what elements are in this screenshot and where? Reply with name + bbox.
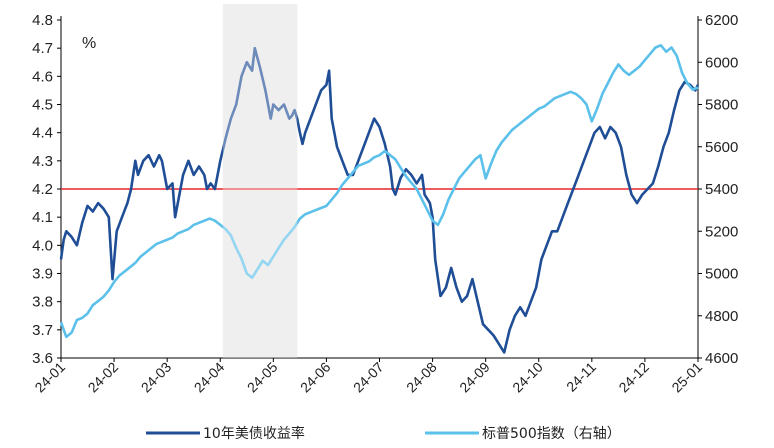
- left-tick-label: 3.8: [32, 294, 53, 311]
- right-tick-label: 5800: [705, 97, 738, 114]
- x-tick-label: 24-07: [350, 359, 387, 396]
- left-tick-label: 3.6: [32, 350, 53, 367]
- left-tick-label: 4.5: [32, 97, 53, 114]
- right-tick-label: 5200: [705, 223, 738, 240]
- x-tick-label: 24-10: [509, 359, 546, 396]
- left-tick-label: 4.8: [32, 12, 53, 29]
- x-tick-label: 24-12: [615, 359, 652, 396]
- right-tick-label: 4800: [705, 308, 738, 325]
- legend: 10年美债收益率 标普500指数（右轴）: [146, 425, 621, 442]
- left-tick-label: 4.0: [32, 237, 53, 254]
- series-line-sp500: [59, 44, 699, 339]
- right-tick-label: 4600: [705, 350, 738, 367]
- x-tick-label: 24-03: [138, 359, 175, 396]
- x-tick-label: 24-02: [85, 359, 122, 396]
- legend-label-sp500: 标普500指数（右轴）: [482, 426, 621, 442]
- axes-layer: [57, 16, 702, 362]
- left-tick-label: 3.7: [32, 322, 53, 339]
- shaded-period-overlay: [222, 4, 298, 358]
- left-tick-label: 4.2: [32, 181, 53, 198]
- x-tick-label: 24-06: [297, 359, 334, 396]
- right-tick-label: 6200: [705, 12, 738, 29]
- right-tick-label: 5400: [705, 181, 738, 198]
- left-tick-label: 4.1: [32, 209, 53, 226]
- left-unit-label: %: [82, 35, 96, 52]
- series-layer: [59, 4, 700, 358]
- left-tick-label: 4.7: [32, 40, 53, 57]
- x-tick-label: 24-05: [244, 359, 281, 396]
- x-tick-label: 24-11: [563, 359, 599, 395]
- right-tick-label: 6000: [705, 54, 738, 71]
- right-tick-label: 5600: [705, 139, 738, 156]
- left-tick-label: 3.9: [32, 266, 53, 283]
- labels-layer: % 3.6 3.7 3.8 3.9 4.0 4.1 4.2 4.3 4.4 4.5 4.6 4.7 4.…: [31, 12, 738, 395]
- x-tick-label: 24-09: [456, 359, 493, 396]
- x-tick-label: 24-08: [403, 359, 440, 396]
- x-tick-label: 25-01: [668, 359, 705, 396]
- left-tick-label: 4.6: [32, 68, 53, 85]
- left-tick-label: 4.4: [32, 125, 53, 142]
- right-tick-label: 5000: [705, 266, 738, 283]
- left-tick-label: 4.3: [32, 153, 53, 170]
- x-tick-label: 24-04: [191, 359, 228, 396]
- series-line-yield: [59, 46, 700, 354]
- legend-label-yield: 10年美债收益率: [203, 425, 305, 442]
